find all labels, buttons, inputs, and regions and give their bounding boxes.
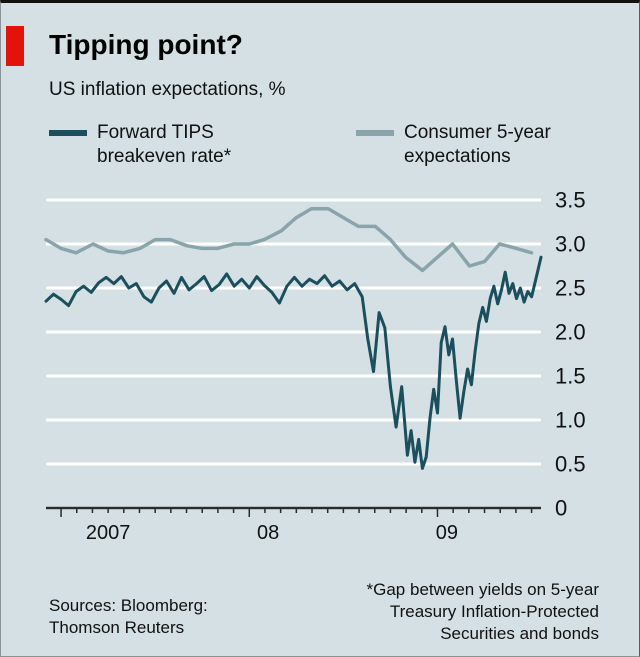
consumer-swatch [356,130,394,136]
y-axis-label: 3.0 [555,232,586,257]
series-forward-tips [44,255,543,470]
legend-item-consumer: Consumer 5-year expectations [356,121,551,169]
forward-tips-label: Forward TIPS breakeven rate* [97,122,232,167]
y-axis-label: 0 [555,496,567,521]
y-axis-label: 3.5 [555,188,586,213]
sources-text: Sources: Bloomberg: Thomson Reuters [49,596,208,637]
y-axis-label: 1.0 [555,408,586,433]
legend: Forward TIPS breakeven rate* Consumer 5-… [1,121,639,181]
series-consumer-expectations [44,207,534,273]
y-axis-label: 0.5 [555,452,586,477]
footnote-text: *Gap between yields on 5-year Treasury I… [366,580,599,643]
forward-tips-swatch [49,130,87,136]
x-axis-label: 09 [436,522,458,544]
y-axis-label: 1.5 [555,364,586,389]
economist-red-tab [6,26,24,66]
legend-item-forward-tips: Forward TIPS breakeven rate* [49,121,231,169]
consumer-label: Consumer 5-year expectations [404,122,551,167]
x-axis-label: 08 [257,522,279,544]
chart-subtitle: US inflation expectations, % [49,79,286,100]
line-chart: 2007 08 09 0 0.5 1.0 1.5 2.0 2.5 3.0 3.5 [44,188,586,544]
chart-area: 2007 08 09 0 0.5 1.0 1.5 2.0 2.5 3.0 3.5 [1,181,639,563]
x-axis-label: 2007 [86,522,131,544]
y-axis-label: 2.5 [555,276,586,301]
y-axis-label: 2.0 [555,320,586,345]
chart-title: Tipping point? [49,29,243,60]
